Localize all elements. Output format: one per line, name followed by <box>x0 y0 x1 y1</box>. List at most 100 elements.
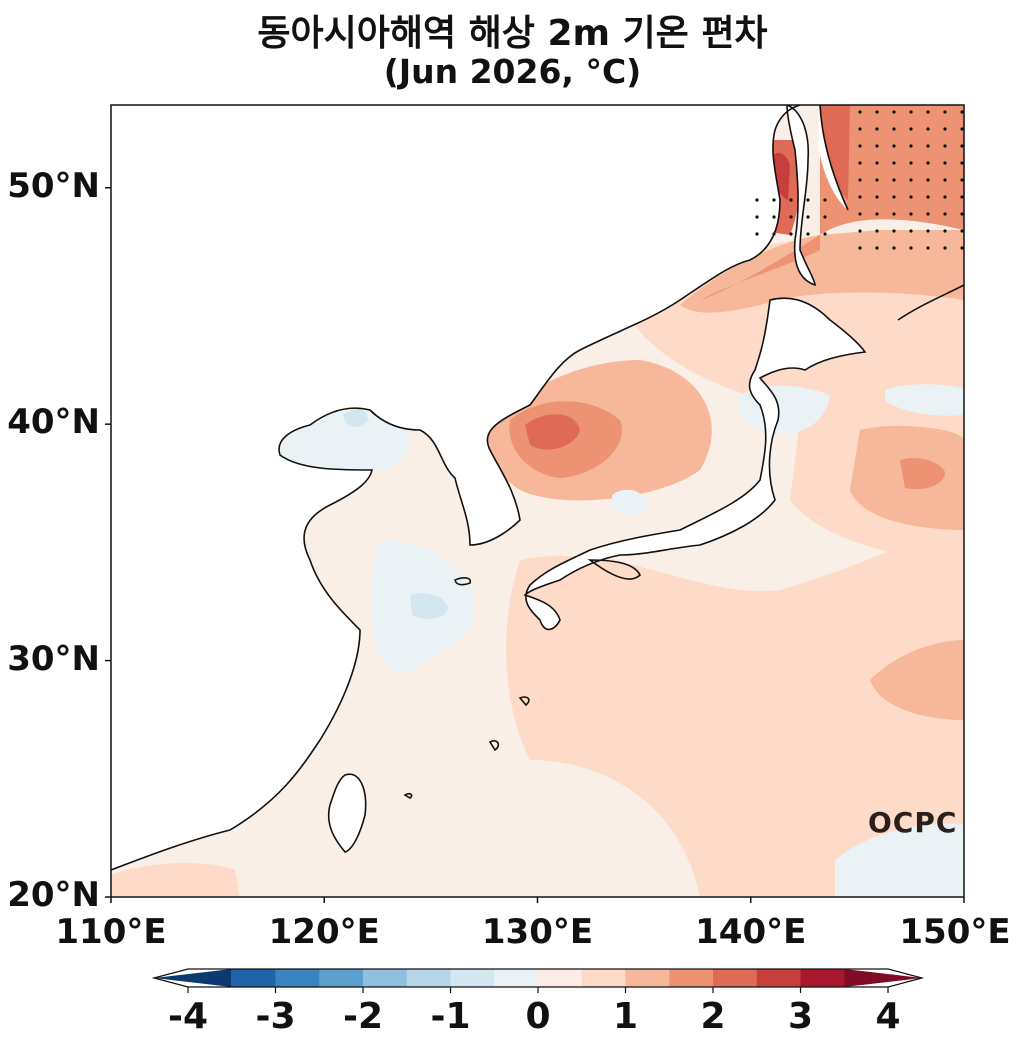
stipple-dot <box>943 161 947 165</box>
stipple-dot <box>875 144 879 148</box>
stipple-dot <box>926 195 930 199</box>
colorbar-swatch <box>363 969 408 987</box>
colorbar-tick-label: -1 <box>430 996 471 1037</box>
stipple-dot <box>858 127 862 131</box>
colorbar-swatch <box>713 969 758 987</box>
ocpc-logo: OCPC <box>868 806 958 839</box>
colorbar <box>151 968 925 993</box>
colorbar-swatch <box>494 969 539 987</box>
stipple-dot <box>943 212 947 216</box>
colorbar-swatch <box>406 969 451 987</box>
stipple-dot <box>943 144 947 148</box>
colorbar-tick-label: -4 <box>168 996 208 1037</box>
stipple-dot <box>926 161 930 165</box>
stipple-dot <box>943 178 947 182</box>
stipple-dot <box>960 161 964 165</box>
stipple-dot <box>892 127 896 131</box>
stipple-dot <box>926 212 930 216</box>
stipple-dot <box>858 195 862 199</box>
stipple-dot <box>960 110 964 114</box>
colorbar-swatch <box>669 969 714 987</box>
colorbar-swatch <box>450 969 495 987</box>
stipple-dot <box>909 127 913 131</box>
lat-tick-label: 20°N <box>7 875 100 915</box>
stipple-dot <box>875 195 879 199</box>
stipple-dot <box>823 198 827 202</box>
stipple-dot <box>892 161 896 165</box>
stipple-dot <box>943 110 947 114</box>
colorbar-swatch <box>625 969 670 987</box>
map-fill-layer <box>111 105 964 897</box>
stipple-dot <box>772 198 776 202</box>
colorbar-swatch <box>275 969 320 987</box>
stipple-dot <box>858 212 862 216</box>
stipple-dot <box>806 215 810 219</box>
stipple-dot <box>960 212 964 216</box>
colorbar-swatch <box>844 969 922 987</box>
colorbar-swatch <box>581 969 626 987</box>
stipple-dot <box>875 246 879 250</box>
stipple-dot <box>875 161 879 165</box>
stipple-dot <box>875 212 879 216</box>
stipple-dot <box>926 144 930 148</box>
lon-tick-label: 140°E <box>695 912 807 952</box>
stipple-dot <box>892 229 896 233</box>
coastlines <box>111 105 964 871</box>
lon-tick-label: 120°E <box>268 912 380 952</box>
stipple-dot <box>806 232 810 236</box>
stipple-dot <box>858 110 862 114</box>
significance-stippling <box>755 110 964 250</box>
stipple-dot <box>926 127 930 131</box>
stipple-dot <box>909 195 913 199</box>
stipple-dot <box>875 229 879 233</box>
colorbar-tick-label: -3 <box>255 996 296 1037</box>
stipple-dot <box>926 246 930 250</box>
stipple-dot <box>823 232 827 236</box>
stipple-dot <box>943 246 947 250</box>
stipple-dot <box>875 127 879 131</box>
stipple-dot <box>960 144 964 148</box>
stipple-dot <box>755 198 759 202</box>
stipple-dot <box>943 229 947 233</box>
stipple-dot <box>892 246 896 250</box>
stipple-dot <box>755 232 759 236</box>
map-title: 동아시아해역 해상 2m 기온 편차 <box>257 13 768 54</box>
stipple-dot <box>892 212 896 216</box>
stipple-dot <box>909 178 913 182</box>
colorbar-tick-label: 0 <box>525 996 551 1037</box>
colorbar-tick-label: -2 <box>343 996 383 1037</box>
colorbar-tick-label: 3 <box>787 996 814 1037</box>
lat-tick-label: 30°N <box>7 638 100 679</box>
stipple-dot <box>806 198 810 202</box>
stipple-dot <box>909 144 913 148</box>
stipple-dot <box>909 110 913 114</box>
colorbar-swatch <box>319 969 364 987</box>
stipple-dot <box>892 144 896 148</box>
stipple-dot <box>789 232 793 236</box>
stipple-dot <box>892 178 896 182</box>
stipple-dot <box>960 127 964 131</box>
stipple-dot <box>858 144 862 148</box>
stipple-dot <box>875 178 879 182</box>
stipple-dot <box>875 110 879 114</box>
stipple-dot <box>960 178 964 182</box>
stipple-dot <box>909 229 913 233</box>
stipple-dot <box>755 215 759 219</box>
stipple-dot <box>960 246 964 250</box>
stipple-dot <box>909 246 913 250</box>
colorbar-tick-label: 1 <box>612 996 639 1037</box>
stipple-dot <box>858 246 862 250</box>
map-subtitle: (Jun 2026, °C) <box>383 52 642 91</box>
stipple-dot <box>823 215 827 219</box>
lat-tick-label: 40°N <box>7 402 100 443</box>
stipple-dot <box>789 215 793 219</box>
axis-tickmarks <box>105 186 965 903</box>
stipple-dot <box>943 127 947 131</box>
stipple-dot <box>772 215 776 219</box>
stipple-dot <box>960 195 964 199</box>
stipple-dot <box>892 195 896 199</box>
lon-tick-label: 130°E <box>481 912 594 952</box>
stipple-dot <box>926 178 930 182</box>
stipple-dot <box>943 195 947 199</box>
